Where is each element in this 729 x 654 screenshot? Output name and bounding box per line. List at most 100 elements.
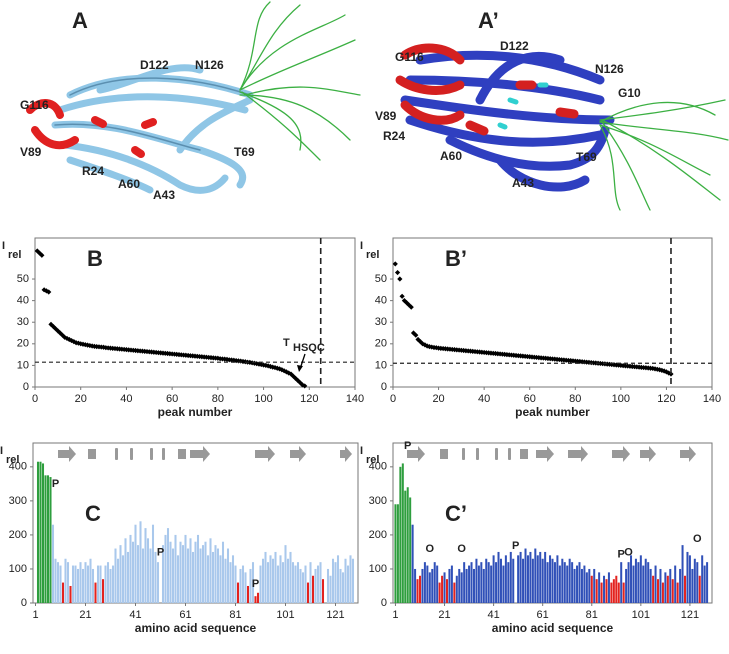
residue-label: A43 xyxy=(512,176,534,190)
bar xyxy=(206,555,210,603)
bar xyxy=(329,575,332,603)
bar xyxy=(470,562,473,603)
bar xyxy=(276,565,280,603)
bar xyxy=(334,562,337,603)
bar xyxy=(124,538,127,603)
x-tick-label: 100 xyxy=(254,393,272,405)
strand-arrow xyxy=(255,446,275,462)
residue-label: G10 xyxy=(618,86,641,100)
x-tick-label: 0 xyxy=(390,393,396,405)
bar xyxy=(309,562,312,603)
bar xyxy=(431,568,434,603)
bar xyxy=(294,565,297,603)
bar xyxy=(703,565,706,603)
bar xyxy=(204,541,207,603)
bar xyxy=(154,551,157,603)
bar xyxy=(161,545,165,603)
bar xyxy=(472,568,475,603)
bar xyxy=(226,548,230,603)
residue-label: D122 xyxy=(500,39,529,53)
bar xyxy=(659,568,662,603)
x-tick-label: 20 xyxy=(432,393,444,405)
y-tick-label: 20 xyxy=(17,338,29,350)
bar xyxy=(691,568,694,603)
bar xyxy=(661,582,664,603)
bar xyxy=(269,555,272,603)
bar xyxy=(49,477,52,603)
bar xyxy=(339,568,342,603)
bar xyxy=(625,568,628,603)
strand-arrow xyxy=(407,446,425,462)
bar xyxy=(399,466,402,603)
bar xyxy=(423,562,426,603)
bar xyxy=(301,572,305,603)
bar-annotation: P xyxy=(618,548,625,560)
x-tick-label: 60 xyxy=(524,393,536,405)
bar xyxy=(251,562,255,603)
bar xyxy=(647,562,650,603)
helix-segment xyxy=(150,448,153,460)
data-point xyxy=(408,304,414,310)
bar xyxy=(507,562,510,603)
bar xyxy=(490,565,493,603)
data-point xyxy=(64,335,70,342)
data-point xyxy=(267,363,274,370)
bar xyxy=(622,582,625,603)
bar xyxy=(61,582,65,603)
data-point xyxy=(417,339,423,345)
bar xyxy=(156,562,160,603)
data-point xyxy=(59,332,66,338)
strand-arrow xyxy=(568,446,588,462)
panel-label: A xyxy=(72,8,88,33)
x-tick-label: 0 xyxy=(32,393,38,405)
y-axis-title-sub: rel xyxy=(366,454,379,466)
bar xyxy=(583,565,586,603)
bar xyxy=(436,565,439,603)
bar xyxy=(71,565,75,603)
bar xyxy=(627,562,630,603)
helix-segment xyxy=(162,448,165,460)
bar xyxy=(404,490,407,603)
y-tick-label: 400 xyxy=(369,461,387,473)
plot-frame xyxy=(392,237,713,388)
x-tick-label: 120 xyxy=(300,393,318,405)
residue-label: T69 xyxy=(234,145,255,159)
helix-segment xyxy=(130,448,133,460)
bar xyxy=(94,582,97,603)
bar xyxy=(341,572,345,603)
residue-label: R24 xyxy=(383,129,405,143)
bar xyxy=(637,562,640,603)
bar xyxy=(409,497,412,603)
bar xyxy=(69,585,72,603)
bar xyxy=(151,524,155,603)
residue-label: N126 xyxy=(595,62,624,76)
bar xyxy=(149,548,152,603)
residue-label: A60 xyxy=(118,177,140,191)
residue-label: T69 xyxy=(576,150,597,164)
residue-label: V89 xyxy=(375,109,397,123)
bar xyxy=(306,582,310,603)
bar xyxy=(482,568,485,603)
bar xyxy=(421,568,424,603)
bar xyxy=(406,487,409,603)
bar xyxy=(688,555,691,603)
bar xyxy=(64,558,67,603)
bar xyxy=(119,545,122,603)
data-point xyxy=(52,326,59,332)
bar xyxy=(502,565,505,603)
residue-label: G116 xyxy=(395,50,424,64)
bar xyxy=(121,555,125,603)
bar xyxy=(39,461,42,603)
data-point xyxy=(71,339,77,345)
x-tick-label: 41 xyxy=(487,609,499,621)
x-tick-label: 21 xyxy=(79,609,91,621)
bar xyxy=(524,548,527,603)
bar xyxy=(612,579,615,603)
bar xyxy=(171,548,175,603)
bar xyxy=(134,524,137,603)
x-tick-label: 80 xyxy=(569,393,581,405)
bar xyxy=(211,551,215,603)
bar xyxy=(199,548,202,603)
data-point xyxy=(292,375,299,381)
